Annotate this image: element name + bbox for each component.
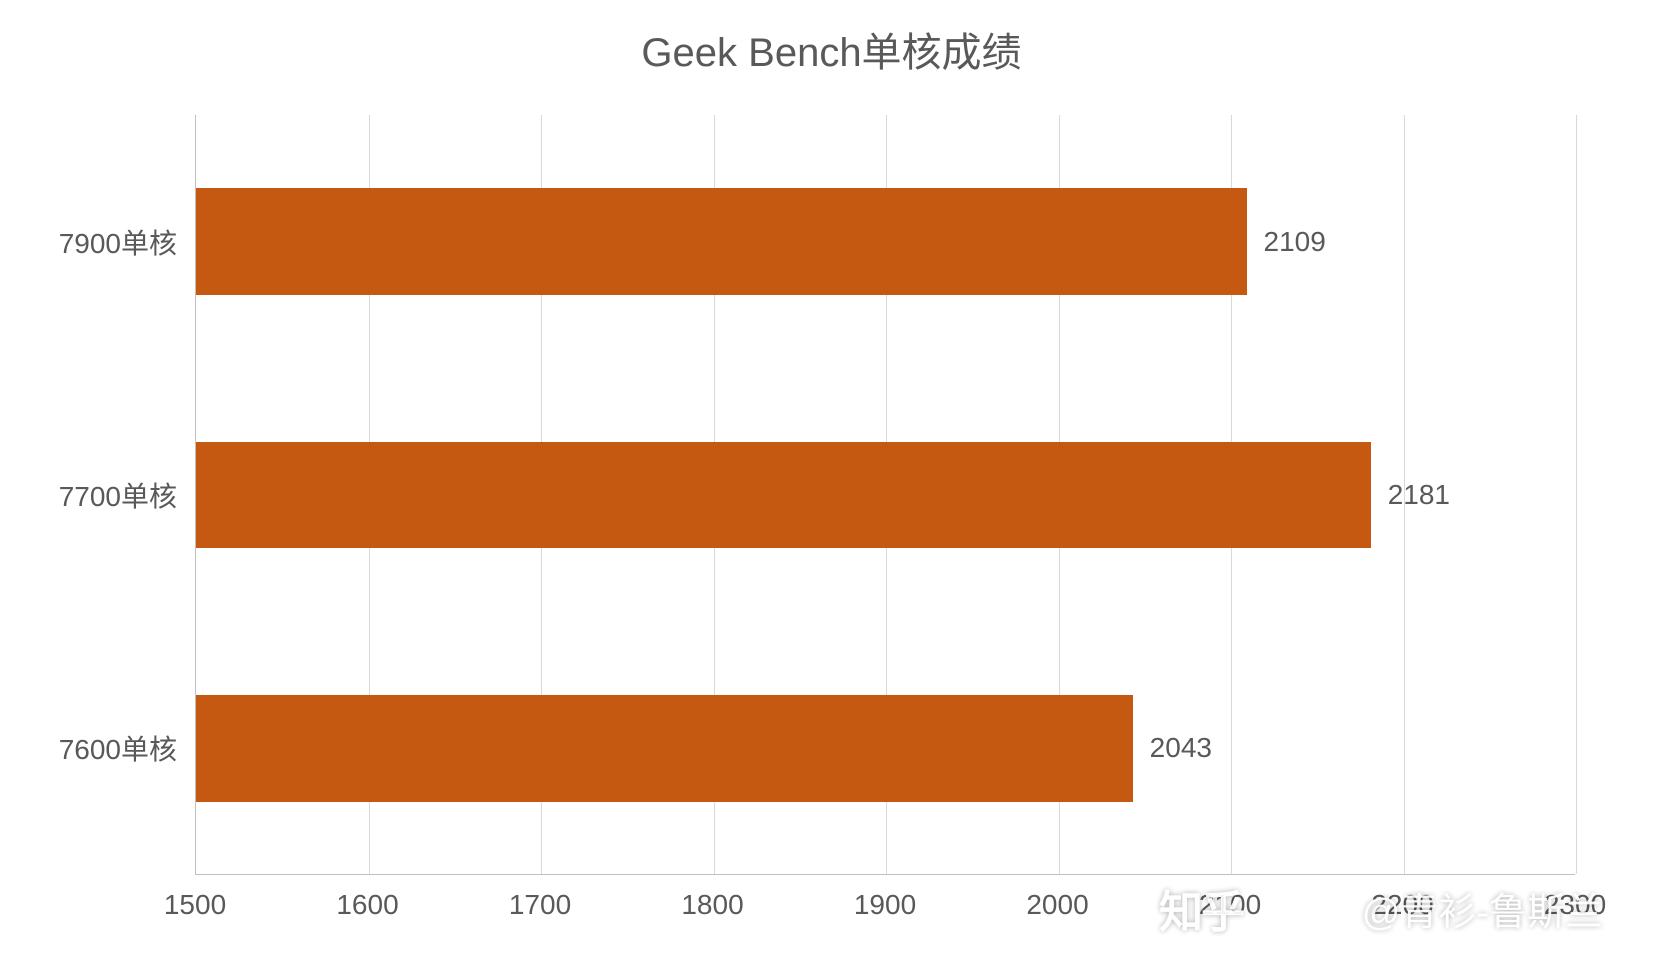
gridline xyxy=(1576,115,1577,874)
bar xyxy=(196,442,1371,548)
chart-title: Geek Bench单核成绩 xyxy=(0,20,1663,78)
x-tick-label: 1600 xyxy=(336,889,398,921)
y-category-label: 7900单核 xyxy=(59,222,177,262)
bar-value-label: 2181 xyxy=(1388,479,1450,511)
x-tick-label: 1800 xyxy=(681,889,743,921)
watermark-logo: 知乎 xyxy=(1159,876,1243,940)
watermark-attribution: @青衫-鲁斯兰 xyxy=(1362,881,1603,936)
plot-area xyxy=(195,115,1575,875)
x-tick-label: 1900 xyxy=(854,889,916,921)
bar-value-label: 2109 xyxy=(1264,226,1326,258)
bar-value-label: 2043 xyxy=(1150,732,1212,764)
y-category-label: 7700单核 xyxy=(59,475,177,515)
x-tick-label: 2000 xyxy=(1026,889,1088,921)
x-tick-label: 1500 xyxy=(164,889,226,921)
y-category-label: 7600单核 xyxy=(59,728,177,768)
bar xyxy=(196,188,1247,294)
x-tick-label: 1700 xyxy=(509,889,571,921)
bar xyxy=(196,695,1133,801)
chart-container: Geek Bench单核成绩 7900单核 7700单核 7600单核 1500 16… xyxy=(0,0,1663,980)
